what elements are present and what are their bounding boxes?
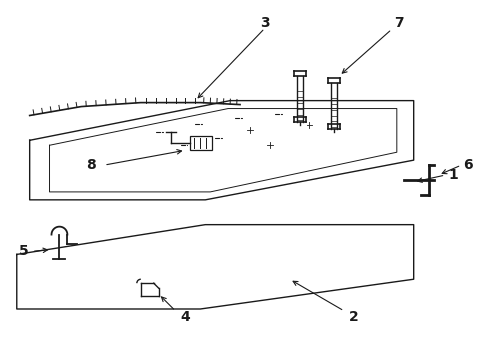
Text: 3: 3 <box>260 16 270 30</box>
Text: 1: 1 <box>448 168 458 182</box>
Text: 4: 4 <box>181 310 190 324</box>
Text: 5: 5 <box>19 244 28 258</box>
Text: 7: 7 <box>394 16 404 30</box>
Text: 6: 6 <box>464 158 473 172</box>
Text: 2: 2 <box>349 310 359 324</box>
Text: 8: 8 <box>86 158 96 172</box>
